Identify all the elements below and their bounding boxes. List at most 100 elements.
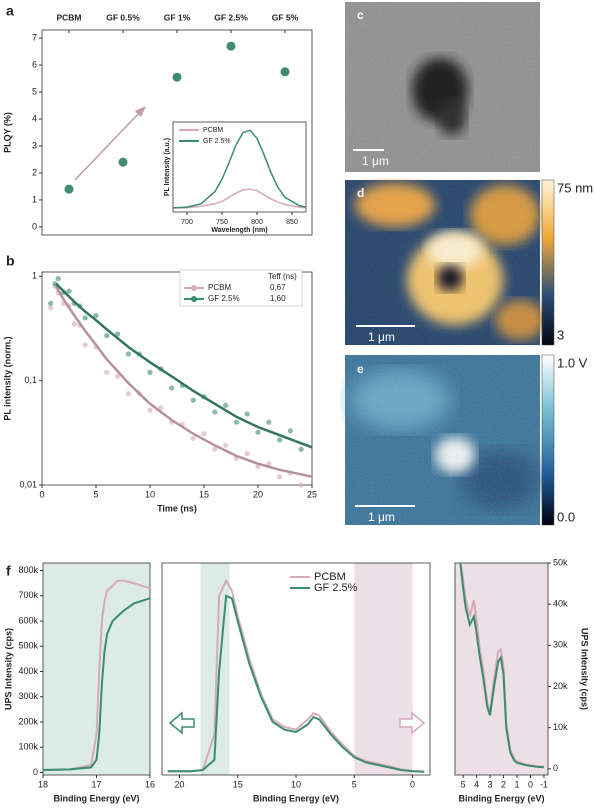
colorbar-max: 1.0 V xyxy=(557,355,588,370)
panel-label: f xyxy=(6,563,11,579)
data-point xyxy=(255,429,261,435)
panel-label: b xyxy=(6,253,15,269)
data-point xyxy=(226,41,236,51)
legend-teff: 1,60 xyxy=(270,294,286,303)
data-point xyxy=(223,442,229,448)
data-point xyxy=(48,300,54,307)
data-point xyxy=(190,435,196,441)
x-tick-label: 800 xyxy=(251,219,263,226)
plot-frame xyxy=(41,29,313,236)
plot-frame xyxy=(454,562,549,776)
data-point xyxy=(233,419,239,425)
data-point xyxy=(55,276,61,282)
panel-label: e xyxy=(357,362,364,376)
scale-bar-label: 1 μm xyxy=(362,154,389,168)
fit-line xyxy=(54,285,313,478)
data-point xyxy=(104,369,110,375)
scale-bar-label: 1 μm xyxy=(368,510,395,524)
data-point xyxy=(244,450,250,457)
x-axis-title: Binding Energy (eV) xyxy=(253,793,339,803)
x-tick-label: 5 xyxy=(352,779,357,789)
colorbar-min: 3 xyxy=(557,327,564,342)
data-line xyxy=(172,129,307,209)
legend-label: GF 2.5% xyxy=(208,294,240,303)
data-point xyxy=(115,331,121,337)
shaded-range xyxy=(354,563,413,775)
y-tick-label: 500k xyxy=(18,641,38,651)
trend-arrow xyxy=(74,111,141,181)
x-tick-label: 15 xyxy=(233,779,243,789)
y-tick-label: 0 xyxy=(33,767,38,777)
x-tick-label: 17 xyxy=(91,779,101,789)
plot-frame xyxy=(41,271,313,486)
x-tick-label: 15 xyxy=(199,489,209,499)
plot-frame xyxy=(172,121,307,213)
legend-marker xyxy=(191,296,197,302)
data-point xyxy=(223,402,229,408)
x-axis-title: Binding Energy (eV) xyxy=(53,793,139,803)
data-point xyxy=(287,428,293,434)
y-tick-label: 600k xyxy=(18,615,38,625)
data-point xyxy=(115,373,121,379)
y-tick-label: 1 xyxy=(32,194,37,204)
legend-marker xyxy=(191,285,197,291)
data-point xyxy=(201,431,207,437)
y-tick-label: 400k xyxy=(18,666,38,676)
category-label: GF 0.5% xyxy=(106,12,140,22)
legend-label: GF 2.5% xyxy=(203,138,231,145)
y2-tick-label: 30k xyxy=(553,640,568,650)
x-tick-label: 4 xyxy=(474,779,479,789)
x-tick-label: 750 xyxy=(216,219,228,226)
data-line xyxy=(167,578,425,773)
x-tick-label: 700 xyxy=(181,219,193,226)
legend-header: Teff (ns) xyxy=(268,272,297,281)
x-tick-label: 20 xyxy=(174,779,184,789)
plot-background xyxy=(455,563,548,775)
y-tick-label: 700k xyxy=(18,590,38,600)
data-point xyxy=(158,405,164,411)
direction-arrow xyxy=(168,711,195,735)
x-tick-label: 1 xyxy=(514,779,519,789)
y2-tick-label: 50k xyxy=(553,557,568,567)
data-line xyxy=(173,188,307,209)
plot-background xyxy=(43,563,150,775)
y2-axis-title: UPS Intensity (cps) xyxy=(580,628,590,710)
y-tick-label: 0,01 xyxy=(19,479,37,489)
sem-image: 1 μm c xyxy=(345,2,540,172)
data-point xyxy=(64,184,74,194)
legend-teff: 0,67 xyxy=(270,283,286,292)
y-tick-label: 100k xyxy=(18,742,38,752)
x-tick-label: 5 xyxy=(461,779,466,789)
data-point xyxy=(244,411,250,417)
scale-bar-label: 1 μm xyxy=(368,330,395,344)
y-axis-title: PL intensity (norm.) xyxy=(2,336,12,420)
x-tick-label: 25 xyxy=(307,489,317,499)
y-axis-title: UPS Intensity (cps) xyxy=(3,628,13,710)
y-axis-title: PLQY (%) xyxy=(2,112,12,153)
data-point xyxy=(277,437,283,443)
panel-label: d xyxy=(357,186,364,200)
y2-tick-label: 0 xyxy=(553,763,558,773)
trend-arrow-head xyxy=(135,106,146,117)
y-tick-label: 1 xyxy=(32,271,37,281)
y-tick-label: 0,1 xyxy=(24,375,37,385)
direction-arrow xyxy=(399,711,426,735)
data-line xyxy=(42,597,151,771)
legend-label: PCBM xyxy=(203,127,223,134)
data-point xyxy=(104,333,110,339)
data-point xyxy=(169,385,175,391)
x-tick-label: 10 xyxy=(145,489,155,499)
data-point xyxy=(172,72,182,82)
y-axis-title: PL Intensity (a.u.) xyxy=(164,138,171,196)
legend-label: PCBM xyxy=(314,571,346,583)
fit-line xyxy=(55,282,313,449)
y-tick-label: 7 xyxy=(32,32,37,42)
x-tick-label: 16 xyxy=(145,779,155,789)
panel-label: c xyxy=(357,8,364,22)
y-tick-label: 0 xyxy=(32,221,37,231)
y-tick-label: 6 xyxy=(32,59,37,69)
x-tick-label: 0 xyxy=(528,779,533,789)
y2-tick-label: 10k xyxy=(553,722,568,732)
